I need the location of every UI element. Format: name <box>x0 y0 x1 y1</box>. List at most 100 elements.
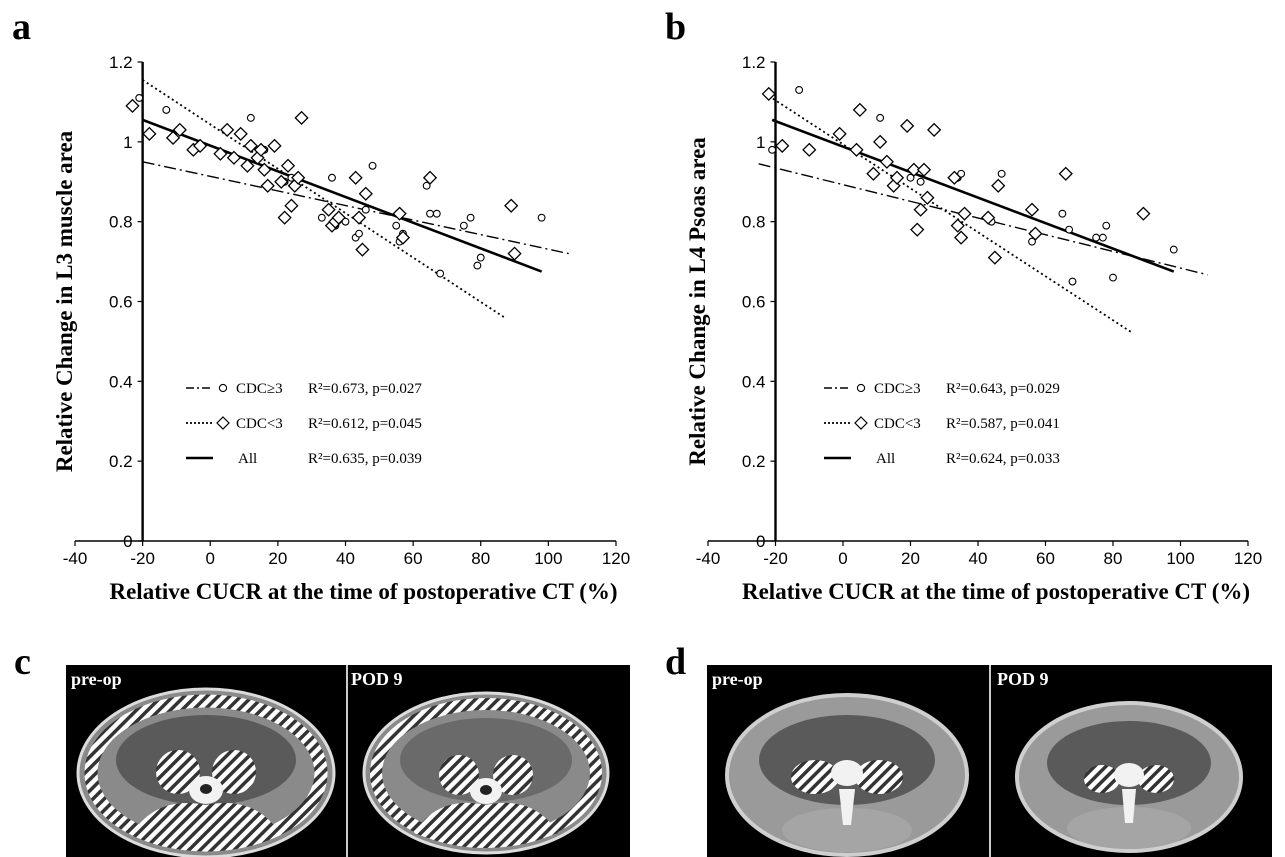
y-tick-label: 1.2 <box>109 53 133 72</box>
data-point-diamond <box>954 230 969 245</box>
data-point-diamond <box>226 150 242 165</box>
data-point-diamond <box>957 206 972 221</box>
y-tick-label: 0 <box>123 532 132 551</box>
y-tick-label: 1.2 <box>742 53 766 72</box>
data-point-circle <box>392 221 401 230</box>
data-point-diamond <box>233 126 248 141</box>
chart-b: -40 -20 0 20 40 60 80 100 12000.20.40.60.811.2Re… <box>685 53 1262 604</box>
data-point-circle <box>162 105 171 114</box>
data-point-diamond <box>142 126 157 141</box>
data-point-diamond <box>291 170 306 185</box>
y-tick-label: 1 <box>756 133 765 152</box>
data-point-diamond <box>507 246 522 261</box>
data-point-diamond <box>260 178 275 193</box>
data-point-circle <box>997 169 1006 178</box>
data-point-circle <box>135 93 144 102</box>
x-axis-title: Relative CUCR at the time of postoperati… <box>742 579 1250 604</box>
data-point-diamond <box>1058 166 1073 181</box>
legend-stats: R²=0.624, p=0.033 <box>946 451 1060 467</box>
ct-c-right-label: POD 9 <box>351 669 403 689</box>
data-point-circle <box>432 209 441 218</box>
y-tick-label: 0.6 <box>109 293 133 312</box>
panel-letter-b: b <box>665 6 687 48</box>
data-point-circle <box>473 261 482 270</box>
data-point-diamond <box>879 154 894 169</box>
data-point-circle <box>1065 225 1074 234</box>
data-point-diamond <box>775 138 790 153</box>
data-point-diamond <box>981 210 996 225</box>
legend-marker-circle <box>856 383 866 393</box>
data-point-diamond <box>873 134 888 149</box>
x-tick-label: 0 <box>838 549 847 568</box>
legend-stats: R²=0.643, p=0.029 <box>946 381 1060 397</box>
data-point-circle <box>426 209 434 218</box>
data-point-diamond <box>916 162 932 177</box>
data-point-circle <box>368 161 377 170</box>
data-point-circle <box>768 145 777 154</box>
data-point-circle <box>1028 237 1036 246</box>
fit-line-solid <box>142 118 543 273</box>
data-point-diamond <box>294 110 309 126</box>
data-point-diamond <box>192 138 208 153</box>
x-tick-label: 40 <box>969 549 988 568</box>
ct-scan-d-illustration <box>725 693 1243 857</box>
data-point-diamond <box>927 122 942 137</box>
data-point-circle <box>466 213 475 222</box>
data-point-diamond <box>991 178 1006 193</box>
data-point-circle <box>422 181 431 190</box>
x-tick-label: -20 <box>763 549 788 568</box>
legend-series-name: CDC≥3 <box>236 381 283 397</box>
data-point-diamond <box>392 206 407 221</box>
x-axis-title: Relative CUCR at the time of postoperati… <box>109 579 617 604</box>
y-tick-label: 0.2 <box>742 452 766 471</box>
data-point-circle <box>1109 273 1117 282</box>
data-point-diamond <box>422 170 438 185</box>
data-point-diamond <box>220 122 235 137</box>
legend-marker-circle <box>218 383 228 393</box>
y-tick-label: 0 <box>756 532 765 551</box>
y-tick-label: 0.4 <box>742 372 766 391</box>
ct-c-left-label: pre-op <box>71 669 122 689</box>
data-point-diamond <box>358 186 373 201</box>
data-point-diamond <box>395 230 411 245</box>
panel-letter-a: a <box>12 6 31 48</box>
data-point-diamond <box>1028 226 1043 241</box>
data-point-circle <box>328 173 336 182</box>
x-tick-label: 100 <box>534 549 562 568</box>
ct-panel-d: pre-op POD 9 <box>707 665 1272 857</box>
data-point-diamond <box>280 158 296 173</box>
ct-scan-c-illustration <box>76 687 610 857</box>
data-point-circle <box>1068 277 1077 286</box>
data-point-diamond <box>913 202 928 217</box>
fit-line-solid <box>771 118 1175 273</box>
data-point-diamond <box>351 210 367 225</box>
y-tick-label: 0.2 <box>109 452 133 471</box>
data-point-diamond <box>267 138 282 153</box>
data-point-circle <box>1102 221 1111 230</box>
fit-line-dashdot <box>142 161 569 255</box>
x-tick-label: 40 <box>336 549 355 568</box>
data-point-diamond <box>355 242 370 257</box>
data-point-circle <box>1169 245 1178 254</box>
x-tick-label: 100 <box>1166 549 1194 568</box>
data-point-circle <box>459 221 468 230</box>
y-axis-title: Relative Change in L3 muscle area <box>52 130 77 472</box>
legend-series-name: All <box>876 451 895 467</box>
data-point-circle <box>436 269 445 278</box>
panel-letter-c: c <box>14 641 31 683</box>
y-tick-label: 0.4 <box>109 372 133 391</box>
data-point-diamond <box>987 250 1002 265</box>
ct-d-right-label: POD 9 <box>997 669 1049 689</box>
ct-panel-c: pre-op POD 9 <box>66 665 630 857</box>
data-point-diamond <box>802 142 817 157</box>
data-point-circle <box>1092 233 1101 242</box>
data-point-diamond <box>274 174 289 189</box>
data-point-diamond <box>213 146 228 161</box>
legend-series-name: CDC<3 <box>874 416 921 432</box>
x-tick-label: 20 <box>901 549 920 568</box>
data-point-diamond <box>849 142 864 157</box>
data-point-diamond <box>900 118 915 133</box>
x-tick-label: 20 <box>268 549 287 568</box>
y-tick-label: 0.6 <box>742 293 766 312</box>
x-tick-label: -40 <box>696 549 721 568</box>
